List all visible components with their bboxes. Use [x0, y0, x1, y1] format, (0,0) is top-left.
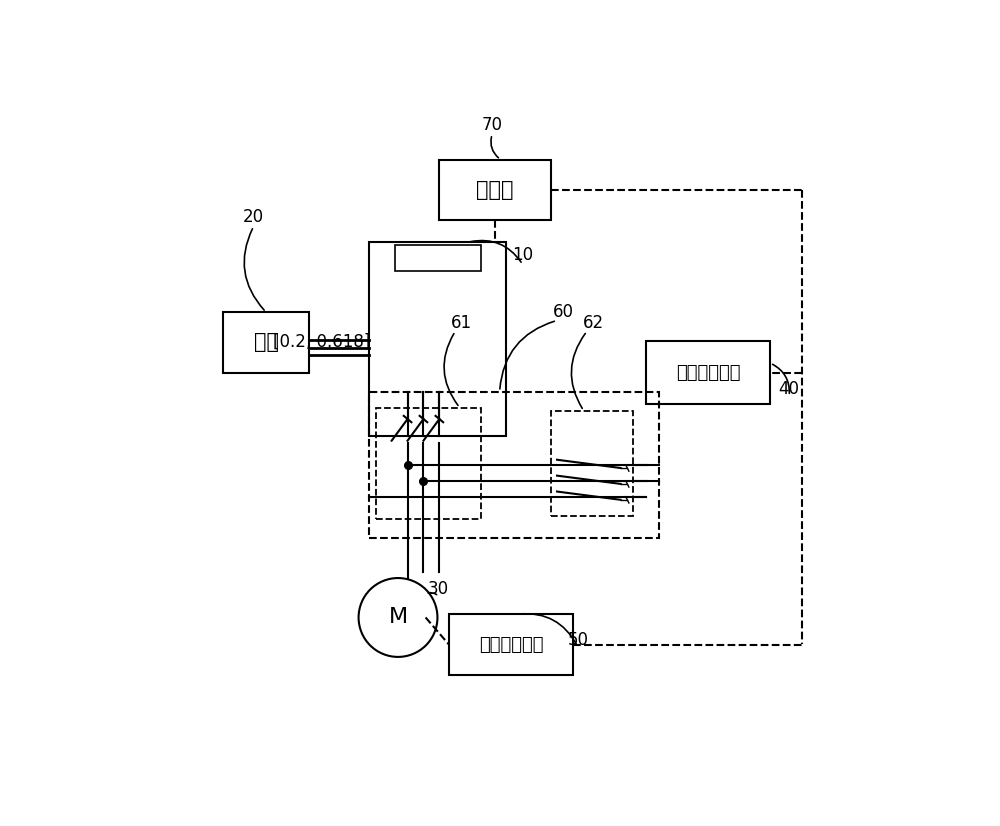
Bar [449, 615, 573, 675]
Text: [0.2, 0.618]: [0.2, 0.618] [273, 332, 370, 350]
Bar [439, 159, 551, 220]
Text: 电源: 电源 [254, 332, 279, 353]
Text: 62: 62 [583, 314, 604, 332]
Text: 50: 50 [568, 631, 589, 648]
Text: 20: 20 [243, 208, 264, 225]
Text: 温度测量模块: 温度测量模块 [479, 635, 543, 653]
Text: M: M [388, 607, 408, 628]
Text: 30: 30 [428, 580, 449, 598]
Text: 61: 61 [451, 314, 472, 332]
Bar [395, 245, 481, 271]
Bar [223, 312, 309, 373]
Bar [551, 411, 633, 515]
Text: 电阻测量模块: 电阻测量模块 [676, 363, 740, 382]
Text: 10: 10 [512, 246, 533, 264]
Circle shape [359, 578, 437, 657]
Text: 60: 60 [553, 303, 574, 321]
Bar [369, 242, 506, 436]
Bar [646, 341, 770, 405]
Bar [376, 407, 481, 519]
Text: 40: 40 [779, 379, 800, 397]
Bar [369, 392, 659, 538]
Text: 控制器: 控制器 [476, 180, 514, 200]
Text: 70: 70 [482, 116, 503, 134]
